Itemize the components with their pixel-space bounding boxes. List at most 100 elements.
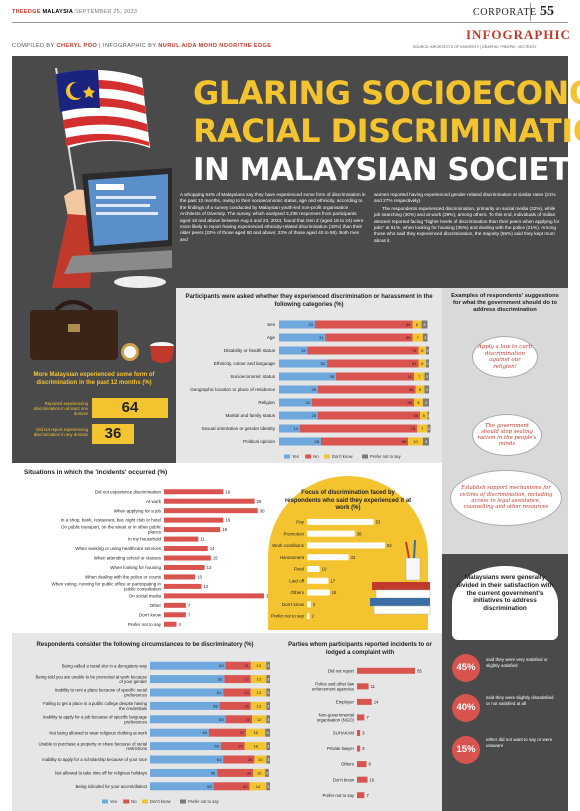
category-label: Not allowed to take time off for religio… [55,771,147,776]
bar-segment-dont-know [408,437,423,446]
bar-segment-dont-know [415,385,425,394]
category-label: Being ridiculed for your accent/dialect [76,784,148,789]
data-label: 61 [217,757,222,762]
category-label: Don't know [333,777,355,782]
parties-title: Parties whom participants reported incid… [288,642,432,656]
category-label: Socioeconomic status [230,374,275,379]
bar [307,577,329,584]
data-label: 11 [371,684,376,689]
category-label: Pay [296,519,305,524]
satisfaction-pct-3: 15% [452,736,480,764]
legend-swatch-yes [284,454,290,459]
data-label: 4 [423,322,426,327]
parties-panel: Parties whom participants reported incid… [278,633,442,811]
circumstances-panel: Respondents consider the following circu… [12,633,278,811]
bar-segment-prefer-not [266,688,270,697]
data-label: 26 [312,413,317,418]
bar [164,574,196,580]
hero-panel: GLARING SOCIOECONOMIC, RACIAL DISCRIMINA… [12,56,580,288]
data-label: 3 [313,602,316,607]
category-label: Geographic location or place of residenc… [190,387,275,392]
data-label: 68 [408,400,413,405]
data-label: 17 [330,578,335,583]
data-label: 23 [244,690,249,695]
bar-segment-prefer-not [423,333,428,342]
page-header: THEEDGE MALAYSIA SEPTEMBER 25, 2023 CORP… [0,0,580,58]
bar-segment-prefer-not [266,742,270,751]
data-label: 38 [330,374,335,379]
category-label: Private lawyer [327,746,355,751]
data-label: 6 [417,400,420,405]
intro-left: A whopping 64% of Malaysians say they ha… [180,192,366,242]
bar [357,667,415,674]
bar [164,583,202,589]
bar-segment-prefer-not [266,782,270,791]
bar [164,536,199,542]
situations-title: Situations in which the 'incidents' occu… [24,469,168,476]
pencil-cup-icon [405,539,421,581]
category-label: Unable to purchase a property or share b… [39,741,147,751]
data-label: 11 [200,537,205,542]
bar-segment-yes [150,688,224,697]
category-label: At work [146,499,162,504]
bar-segment-dont-know [412,320,422,329]
category-label: Inability to apply for a job because of … [43,715,148,725]
data-label: 14 [210,546,215,551]
bar-segment-no [325,333,413,342]
bar-segment-no [327,359,419,368]
data-label: 3 [267,703,270,708]
bar-segment-yes [150,755,224,764]
category-label: Age [267,335,276,340]
bar-segment-dont-know [412,333,423,342]
satisfaction-panel: Malaysians were generally divided in the… [442,554,568,811]
category-label: Prefer not to say [322,793,354,798]
malaysia-flag-icon [56,69,150,148]
bar-segment-no [225,661,251,670]
data-label: 3 [362,731,365,736]
data-label: 63 [219,663,224,668]
bar-segment-dont-know [414,398,423,407]
bar [164,555,211,561]
category-label: Inability to apply for a scholarship bec… [42,757,147,762]
data-label: 78 [411,426,416,431]
bar-segment-no [224,675,251,684]
legend-swatch-no [305,454,312,459]
suggestion-bubble-3: Establish support mechanisms for victims… [450,470,562,526]
data-label: 3 [424,335,427,340]
data-label: 56 [211,770,216,775]
data-label: 5 [421,361,424,366]
data-label: 7 [421,426,424,431]
category-label: Police and other law enforcement agencies [312,682,355,692]
bar-segment-prefer-not [421,320,428,329]
data-label: 4 [425,439,428,444]
data-label: 5 [421,348,424,353]
work-focus-chart: Pay 53 Promotion 38 Work conditions 62 Harassm… [271,518,392,620]
bar [357,683,369,690]
data-label: 7 [417,335,420,340]
bar [357,776,368,783]
bar-segment-no [312,398,414,407]
data-label: 22 [246,717,251,722]
bar-segment-dont-know [414,372,425,381]
bar-segment-prefer-not [266,715,270,724]
bar-segment-no [208,728,246,737]
circumstances-title: Respondents consider the following circu… [36,642,254,648]
bar [164,593,264,599]
data-label: 28 [315,439,320,444]
legend-label-dont_know: Don't know [332,454,354,459]
category-label: When seeking or using healthcare service… [75,546,162,551]
data-label: 10 [370,777,375,782]
summary-row1-label: Reported experiencing discrimination in … [33,401,88,416]
intro-right: women reported having experienced gender… [374,192,562,244]
data-label: 52 [408,374,413,379]
bar-segment-prefer-not [265,768,269,777]
data-label: 63 [219,717,224,722]
bar-segment-yes [279,437,321,446]
compiled-name: CHERYL POO [56,43,98,49]
title-line-3: IN MALAYSIAN SOCIETY [193,152,580,188]
watch-icon [121,343,139,361]
bar-segment-dont-know [250,675,267,684]
bar [307,542,385,549]
category-label: Not being allowed to wear religious clot… [49,730,148,735]
